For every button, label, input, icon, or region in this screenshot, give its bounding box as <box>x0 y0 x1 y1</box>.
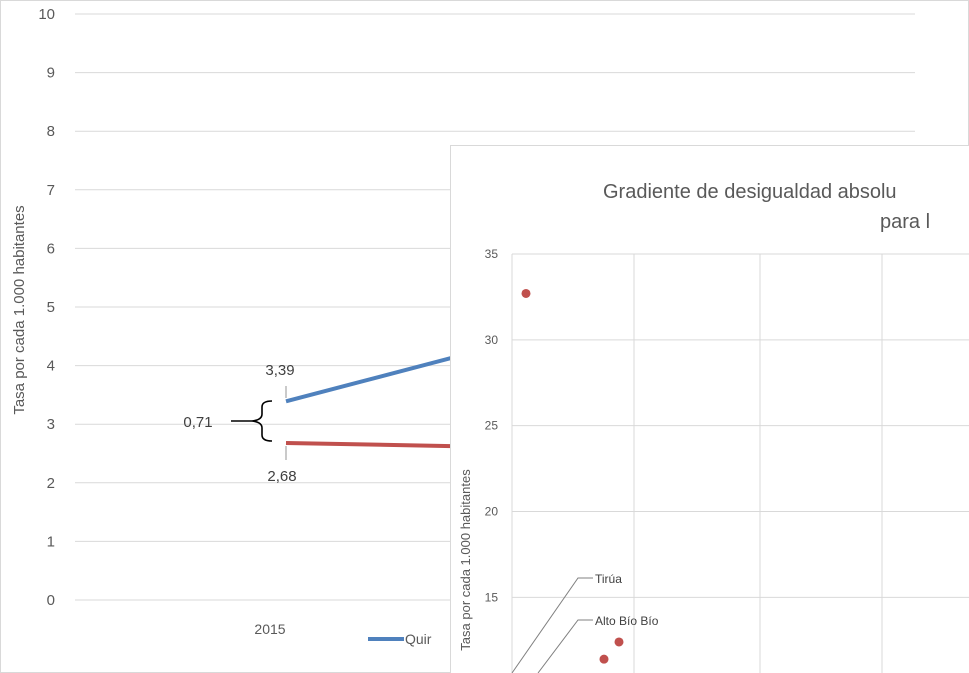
front-chart-y-ticks: 15 20 25 30 35 <box>485 247 499 604</box>
front-chart-title: Gradiente de desigualdad absolu <box>603 181 897 203</box>
annotation-leader-tirua <box>511 577 593 673</box>
annotation-leader-alto-bio-bio <box>537 619 593 673</box>
back-y-tick-label: 3 <box>47 416 55 433</box>
back-chart-y-axis-label: Tasa por cada 1.000 habitantes <box>11 205 28 414</box>
front-chart-gridlines <box>511 253 969 673</box>
back-y-tick-label: 4 <box>47 358 55 375</box>
back-y-tick-label: 0 <box>47 592 55 609</box>
front-chart-subtitle: para l <box>880 211 930 233</box>
legend-label: Quir <box>405 631 432 647</box>
front-chart-points <box>521 288 624 664</box>
scatter-point-2 <box>599 654 609 664</box>
back-chart-y-ticks: 0 1 2 3 4 5 6 7 8 9 10 <box>38 6 55 609</box>
front-y-tick-label: 25 <box>485 419 499 433</box>
back-y-tick-label: 1 <box>47 533 55 550</box>
front-y-tick-label: 15 <box>485 590 499 604</box>
scatter-point-1 <box>614 637 624 647</box>
data-label-bottom: 2,68 <box>267 468 296 485</box>
back-y-tick-label: 8 <box>47 123 55 140</box>
back-y-tick-label: 7 <box>47 182 55 199</box>
back-y-tick-label: 5 <box>47 299 55 316</box>
front-y-tick-label: 35 <box>485 247 499 261</box>
back-y-tick-label: 2 <box>47 475 55 492</box>
back-y-tick-label: 9 <box>47 65 55 82</box>
back-y-tick-label: 10 <box>38 6 55 23</box>
front-chart-panel: Gradiente de desigualdad absolu para l 1… <box>450 145 969 673</box>
front-chart-y-axis-label: Tasa por cada 1.000 habitantes <box>458 469 473 651</box>
gap-annotation: 0,71 <box>183 414 212 431</box>
data-label-top: 3,39 <box>265 362 294 379</box>
front-y-tick-label: 20 <box>485 505 499 519</box>
scatter-point-0 <box>521 288 531 298</box>
annotation-alto-bio-bio: Alto Bío Bío <box>595 614 659 628</box>
back-chart-x-tick-label: 2015 <box>254 621 285 637</box>
front-y-tick-label: 30 <box>485 333 499 347</box>
back-y-tick-label: 6 <box>47 240 55 257</box>
annotation-tirua: Tirúa <box>595 572 622 586</box>
